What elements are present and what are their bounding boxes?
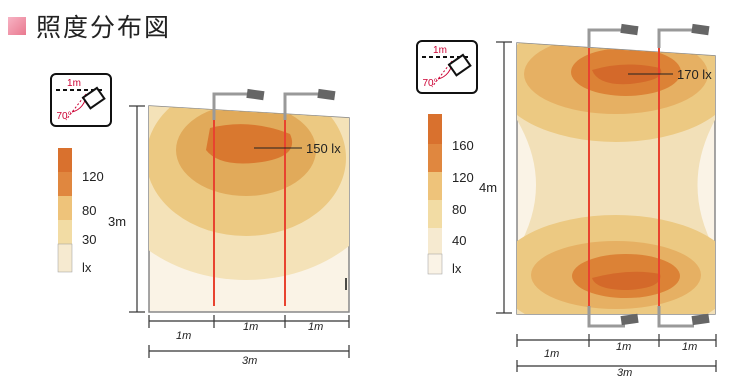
left-legend-label-2: 30 — [82, 232, 96, 247]
left-fixtures — [212, 88, 336, 306]
left-legend-swatch-top — [58, 148, 72, 172]
right-height-dimension: 4m — [479, 41, 512, 314]
right-wall — [516, 42, 716, 315]
left-fixture-angle-icon: 1m 70° — [50, 73, 112, 127]
left-legend-swatch-2 — [58, 220, 72, 244]
left-legend-label-0: 120 — [82, 169, 104, 184]
right-legend-swatch-1 — [428, 172, 442, 200]
left-panel: 1m 70° 120 80 30 lx 3m — [50, 73, 350, 367]
right-legend-label-4: lx — [452, 261, 462, 276]
right-peak-callout: 170 lx — [628, 67, 712, 82]
right-peak-label: 170 lx — [677, 67, 712, 82]
right-legend-swatch-0 — [428, 144, 442, 172]
right-legend-label-1: 120 — [452, 170, 474, 185]
left-legend-swatch-3 — [57, 243, 73, 273]
right-legend-swatch-2 — [428, 200, 442, 228]
right-height-label: 4m — [479, 180, 497, 195]
left-width-dimension: 1m 1m 1m 3m — [148, 315, 350, 367]
left-legend-swatch-1 — [58, 196, 72, 220]
right-total-label: 3m — [617, 367, 632, 376]
left-height-dimension: 3m — [108, 105, 145, 313]
left-icon-distance: 1m — [67, 78, 81, 89]
right-seg-label-0: 1m — [544, 348, 559, 360]
right-legend-label-3: 40 — [452, 233, 466, 248]
left-seg-label-2: 1m — [308, 321, 323, 333]
right-width-dimension: 1m 1m 1m 3m — [516, 334, 717, 376]
page-title: 照度分布図 — [8, 10, 171, 42]
title-marker — [8, 17, 26, 35]
left-peak-callout: 150 lx — [254, 141, 341, 156]
right-icon-distance: 1m — [433, 45, 447, 56]
right-seg-label-1: 1m — [616, 341, 631, 353]
right-legend-swatch-3 — [428, 228, 442, 254]
right-legend-label-2: 80 — [452, 202, 466, 217]
right-fixtures — [587, 23, 710, 328]
right-seg-label-2: 1m — [682, 341, 697, 353]
right-icon-angle: 70° — [422, 78, 437, 89]
left-legend: 120 80 30 lx — [57, 148, 104, 275]
right-panel: 1m 70° 160 120 80 40 lx 4m — [416, 23, 717, 376]
left-height-label: 3m — [108, 214, 126, 229]
right-legend-swatch-top — [428, 114, 442, 144]
left-total-label: 3m — [242, 355, 257, 367]
right-legend-swatch-4 — [427, 253, 443, 275]
left-legend-label-3: lx — [82, 260, 92, 275]
left-wall — [148, 105, 350, 313]
left-seg-label-1: 1m — [243, 321, 258, 333]
left-icon-angle: 70° — [56, 111, 71, 122]
title-text: 照度分布図 — [36, 13, 172, 42]
right-legend: 160 120 80 40 lx — [427, 114, 474, 276]
right-fixture-angle-icon: 1m 70° — [416, 40, 478, 94]
left-legend-swatch-0 — [58, 172, 72, 196]
left-peak-label: 150 lx — [306, 141, 341, 156]
left-seg-label-0: 1m — [176, 330, 191, 342]
right-legend-label-0: 160 — [452, 138, 474, 153]
left-legend-label-1: 80 — [82, 203, 96, 218]
